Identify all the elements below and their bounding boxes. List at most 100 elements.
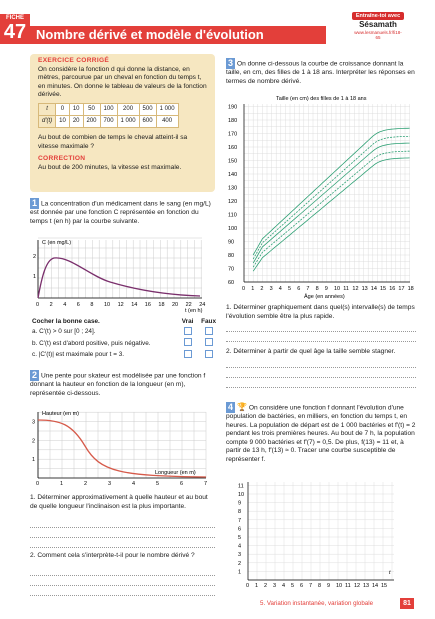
x-tick: 9 [325,286,328,292]
x-tick: 4 [63,302,66,308]
x-tick: 2 [264,583,267,588]
x-tick: 11 [343,286,349,292]
vf-item-c: c. |C′(t)| est maximale pour t = 3. [32,351,125,359]
corrige-heading: EXERCICE CORRIGÉ [38,57,110,64]
vrai-checkbox[interactable] [183,326,192,335]
x-tick: 7 [309,583,312,588]
x-tick: 11 [345,583,351,588]
x-tick: 18 [158,302,164,308]
x-tick: 16 [145,302,151,308]
x-tick: 5 [291,583,294,588]
y-tick: 140 [228,172,237,178]
graph-grid [37,237,202,299]
x-tick: 16 [389,286,395,292]
x-tick: 18 [408,286,414,292]
table-cell: 200 [82,114,101,128]
table-cell: 700 [99,114,118,128]
sesamath-logo[interactable]: Entraîne-toi avec Sésamath www.lesmanuel… [352,12,404,42]
table-cell: 0 [55,102,70,116]
x-tick: 8 [316,286,319,292]
y-tick: 9 [238,501,241,507]
x-tick: 8 [318,583,321,588]
y-tick: 110 [228,213,237,219]
exercise-number: 4 [226,402,235,413]
table-cell: 1 000 [116,114,140,128]
x-tick: 15 [380,286,386,292]
corrige-question: Au bout de combien de temps le cheval at… [38,133,188,150]
vrai-header: Vrai [181,318,194,325]
exercise-2: 2 Une pente pour skateur est modélisée pa… [30,370,215,398]
y-tick: 190 [228,105,237,111]
answer-lines[interactable] [30,518,215,548]
x-tick: 13 [363,583,369,588]
x-tick: 2 [260,286,263,292]
x-tick: 10 [334,286,340,292]
growth-curve [252,127,410,256]
fiche-label: FICHE [6,15,24,21]
table-cell: 10 [55,114,70,128]
y-tick: 60 [228,280,234,286]
exercise-4: 4 🏆 On considère une fonction f donnant l… [226,402,416,465]
growth-curve-graph: Taille (en cm) des filles de 1 à 18 ans … [228,96,414,300]
table-cell: 500 [138,102,157,116]
x-tick: 10 [104,302,110,308]
faux-header: Faux [201,318,217,325]
y-tick: 1 [32,457,35,463]
table-cell: 50 [82,102,101,116]
x-tick: 8 [90,302,93,308]
exercise-text: Une pente pour skateur est modélisée par… [30,372,206,397]
x-tick: 14 [131,302,137,308]
exercise-number: 2 [30,370,39,381]
vrai-checkbox[interactable] [183,349,192,358]
y-tick: 130 [228,186,237,192]
exercise-1: 1 La concentration d'un médicament dans l… [30,198,215,226]
logo-brand: Sésamath [359,20,397,29]
exercise-text: La concentration d'un médicament dans le… [30,200,211,225]
faux-checkbox[interactable] [204,338,213,347]
logo-url[interactable]: www.lesmanuels.fr/fi18-65 [354,30,402,40]
x-tick: 24 [199,302,205,308]
corrige-text: On considère la fonction d qui donne la … [38,65,207,99]
x-tick: 6 [77,302,80,308]
x-tick: 4 [282,583,285,588]
growth-curve [252,142,410,264]
x-tick: 12 [118,302,124,308]
graph-xlabel: Âge (en années) [304,293,345,300]
exercise-text: On donne ci-dessous la courbe de croissa… [226,60,415,85]
y-tick: 3 [32,420,35,426]
y-tick: 2 [238,561,241,567]
y-tick: 5 [238,535,241,541]
y-tick: 150 [228,159,237,165]
x-tick: 0 [246,583,249,588]
table-cell: 400 [155,114,179,128]
slope-curve [37,419,207,478]
x-tick: 1 [251,286,254,292]
graph-ylabel: Hauteur (en m) [42,411,79,417]
ex2-q2: 2. Comment cela s'interprète-t-il pour l… [30,552,195,559]
y-tick: 160 [228,145,237,151]
x-tick: 0 [36,302,39,308]
faux-checkbox[interactable] [204,326,213,335]
x-tick: 2 [84,481,87,486]
x-tick: 15 [381,583,387,588]
answer-lines[interactable] [226,358,416,388]
y-tick: 2 [32,438,35,444]
vrai-checkbox[interactable] [183,338,192,347]
faux-checkbox[interactable] [204,349,213,358]
answer-lines[interactable] [30,566,215,596]
x-tick: 13 [362,286,368,292]
answer-lines[interactable] [226,322,416,342]
derivative-table: t 0 10 50 100 200 500 1 000 d′(t) 10 20 … [37,102,179,128]
graph-xlabel: Longueur (en m) [155,470,196,476]
x-tick: 14 [372,583,378,588]
y-tick: 100 [228,226,237,232]
correction-heading: CORRECTION [38,155,86,163]
y-tick: 70 [228,267,234,273]
y-tick: 80 [228,253,234,259]
table-cell: 100 [99,102,118,116]
y-tick: 10 [238,492,244,498]
y-tick: 3 [238,552,241,558]
x-tick: 10 [336,583,342,588]
